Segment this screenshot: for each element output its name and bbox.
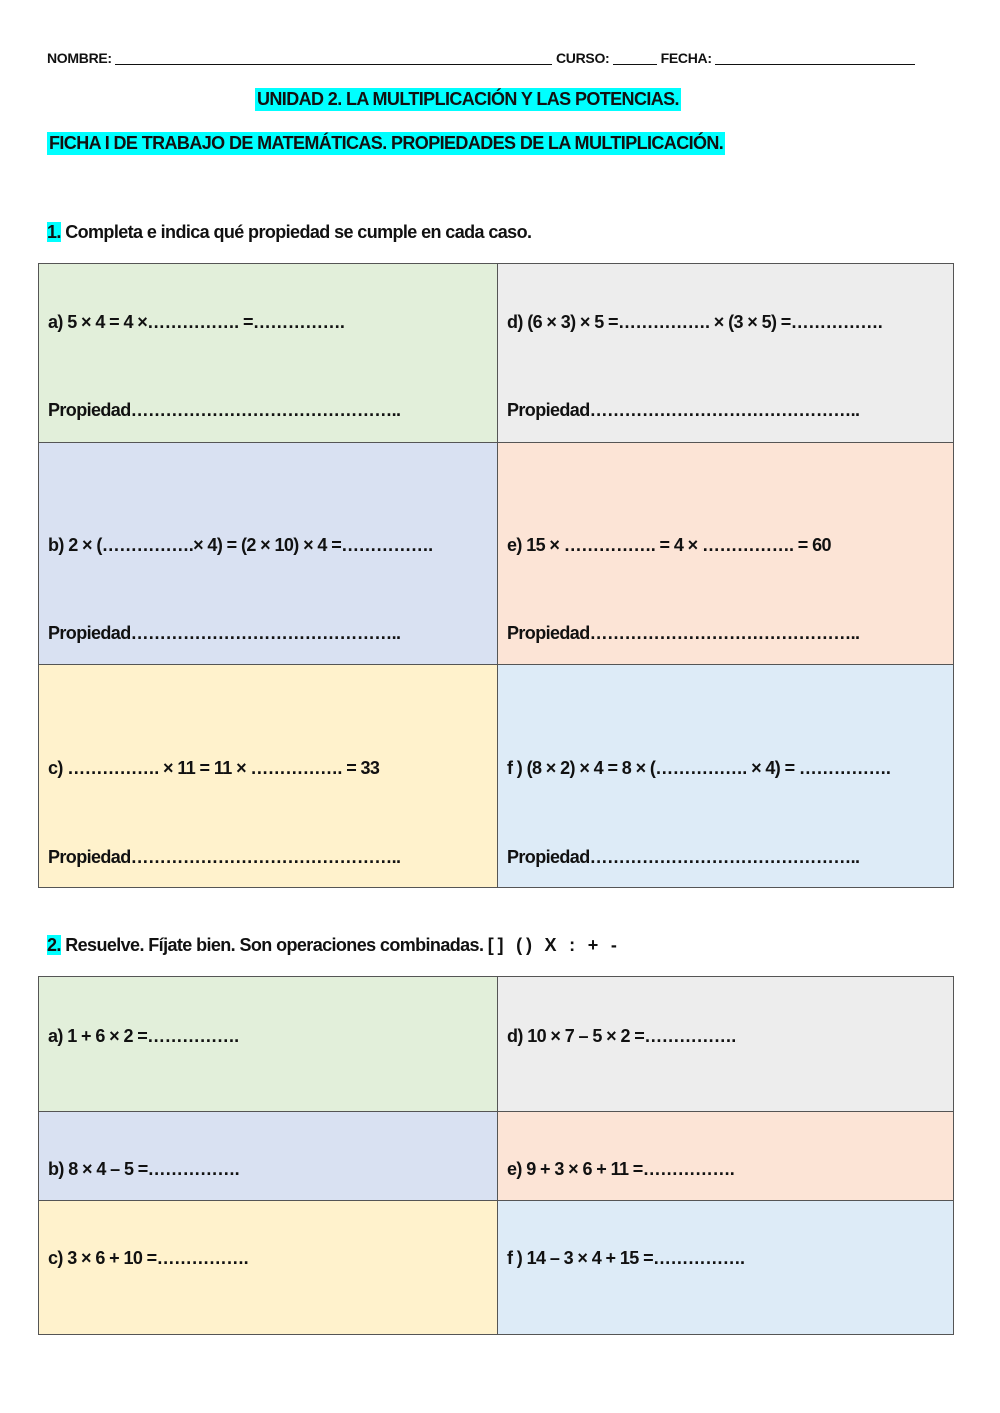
exercise2-cell-e: e) 9 + 3 × 6 + 11 =……………. (498, 1112, 953, 1201)
equation[interactable]: a) 1 + 6 × 2 =……………. (48, 1026, 239, 1046)
equation[interactable]: d) 10 × 7 – 5 × 2 =……………. (507, 1026, 736, 1046)
equation[interactable]: e) 9 + 3 × 6 + 11 =……………. (507, 1159, 735, 1179)
exercise1-cell-c: c) ……………. × 11 = 11 × ……………. = 33 Propie… (39, 665, 498, 887)
equation[interactable]: c) 3 × 6 + 10 =……………. (48, 1248, 249, 1268)
exercise2-number: 2. (47, 935, 61, 955)
equation[interactable]: d) (6 × 3) × 5 =……………. × (3 × 5) =……………. (507, 312, 883, 332)
property-answer[interactable]: Propiedad……………………………………….. (507, 847, 860, 867)
exercise2-table: a) 1 + 6 × 2 =……………. d) 10 × 7 – 5 × 2 =… (38, 976, 954, 1335)
equation[interactable]: b) 8 × 4 – 5 =……………. (48, 1159, 240, 1179)
exercise2-cell-c: c) 3 × 6 + 10 =……………. (39, 1201, 498, 1334)
exercise2-cell-d: d) 10 × 7 – 5 × 2 =……………. (498, 977, 953, 1112)
curso-field[interactable] (613, 64, 657, 65)
equation[interactable]: f ) 14 – 3 × 4 + 15 =……………. (507, 1248, 745, 1268)
property-answer[interactable]: Propiedad……………………………………….. (48, 400, 401, 420)
equation[interactable]: c) ……………. × 11 = 11 × ……………. = 33 (48, 758, 380, 778)
fecha-label: FECHA: (660, 50, 712, 66)
exercise1-cell-f: f ) (8 × 2) × 4 = 8 × (……………. × 4) = ………… (498, 665, 953, 887)
exercise2-instruction: Resuelve. Fíjate bien. Son operaciones c… (65, 935, 617, 955)
student-info-line: NOMBRE: CURSO: FECHA: (47, 50, 916, 66)
exercise2-heading: 2. Resuelve. Fíjate bien. Son operacione… (47, 935, 617, 956)
curso-label: CURSO: (555, 50, 610, 66)
fecha-field[interactable] (715, 64, 916, 65)
equation[interactable]: e) 15 × ……………. = 4 × ……………. = 60 (507, 535, 832, 555)
exercise1-cell-b: b) 2 × (…………….× 4) = (2 × 10) × 4 =……………… (39, 443, 498, 665)
nombre-field[interactable] (115, 64, 553, 65)
exercise2-cell-f: f ) 14 – 3 × 4 + 15 =……………. (498, 1201, 953, 1334)
property-answer[interactable]: Propiedad……………………………………….. (507, 623, 860, 643)
property-answer[interactable]: Propiedad……………………………………….. (507, 400, 860, 420)
exercise1-number: 1. (47, 222, 61, 242)
exercise2-cell-a: a) 1 + 6 × 2 =……………. (39, 977, 498, 1112)
exercise2-cell-b: b) 8 × 4 – 5 =……………. (39, 1112, 498, 1201)
equation[interactable]: a) 5 × 4 = 4 ×……………. =……………. (48, 312, 345, 332)
exercise1-instruction: Completa e indica qué propiedad se cumpl… (65, 222, 532, 242)
property-answer[interactable]: Propiedad……………………………………….. (48, 623, 401, 643)
exercise1-table: a) 5 × 4 = 4 ×……………. =……………. Propiedad……… (38, 263, 954, 888)
property-answer[interactable]: Propiedad……………………………………….. (48, 847, 401, 867)
sheet-title: FICHA I DE TRABAJO DE MATEMÁTICAS. PROPI… (47, 132, 726, 155)
exercise1-cell-e: e) 15 × ……………. = 4 × ……………. = 60 Propied… (498, 443, 953, 665)
unit-title: UNIDAD 2. LA MULTIPLICACIÓN Y LAS POTENC… (255, 88, 681, 111)
exercise1-cell-a: a) 5 × 4 = 4 ×……………. =……………. Propiedad……… (39, 264, 498, 443)
equation[interactable]: b) 2 × (…………….× 4) = (2 × 10) × 4 =……………… (48, 535, 433, 555)
exercise1-heading: 1. Completa e indica qué propiedad se cu… (47, 222, 532, 243)
nombre-label: NOMBRE: (47, 50, 112, 66)
equation[interactable]: f ) (8 × 2) × 4 = 8 × (……………. × 4) = ………… (507, 758, 891, 778)
exercise1-cell-d: d) (6 × 3) × 5 =……………. × (3 × 5) =…………….… (498, 264, 953, 443)
